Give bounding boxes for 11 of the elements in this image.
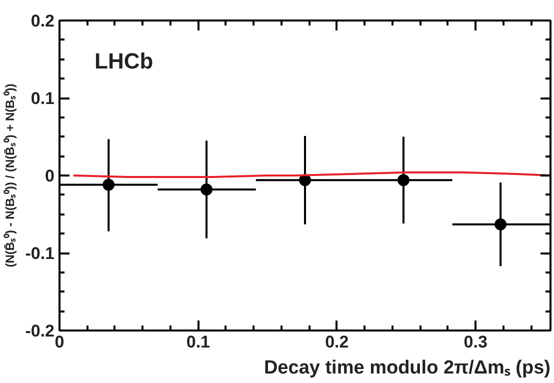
y-axis-title: (N(B̄ₛ⁰) - N(Bₛ⁰)) / (N(B̄ₛ⁰) + N(Bₛ⁰)) xyxy=(3,84,18,268)
x-tick-label: 0.2 xyxy=(325,332,349,352)
x-tick-label: 0.3 xyxy=(464,332,488,352)
y-tick-label: 0.1 xyxy=(30,89,55,108)
y-tick-label: 0 xyxy=(45,166,55,186)
annotation: LHCb xyxy=(94,48,154,74)
y-tick-label: -0.1 xyxy=(25,244,55,263)
y-tick-label: -0.2 xyxy=(25,322,55,340)
y-tick-label: 0.2 xyxy=(30,12,55,30)
x-axis-title: Decay time modulo 2π/Δmₛ (ps) xyxy=(264,358,551,378)
x-tick-label: 0.1 xyxy=(186,332,210,352)
